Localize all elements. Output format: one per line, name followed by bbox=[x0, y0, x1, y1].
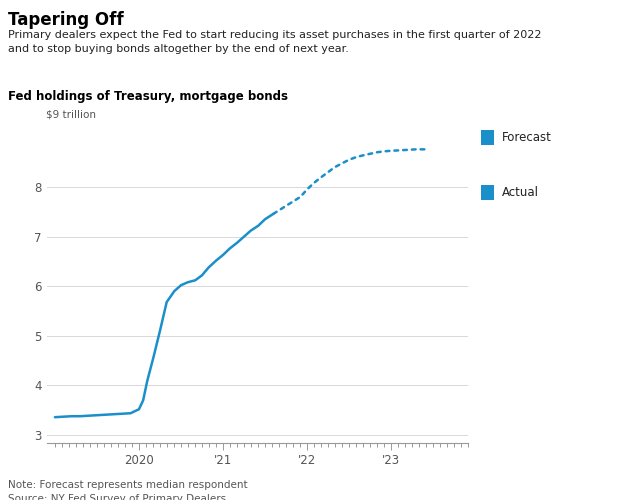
Text: Tapering Off: Tapering Off bbox=[8, 11, 123, 29]
Text: $9 trillion: $9 trillion bbox=[46, 110, 97, 120]
Text: Note: Forecast represents median respondent
Source: NY Fed Survey of Primary Dea: Note: Forecast represents median respond… bbox=[8, 480, 247, 500]
Text: Primary dealers expect the Fed to start reducing its asset purchases in the firs: Primary dealers expect the Fed to start … bbox=[8, 30, 541, 54]
Text: Actual: Actual bbox=[502, 186, 539, 199]
Text: Forecast: Forecast bbox=[502, 131, 551, 144]
Text: Fed holdings of Treasury, mortgage bonds: Fed holdings of Treasury, mortgage bonds bbox=[8, 90, 288, 103]
